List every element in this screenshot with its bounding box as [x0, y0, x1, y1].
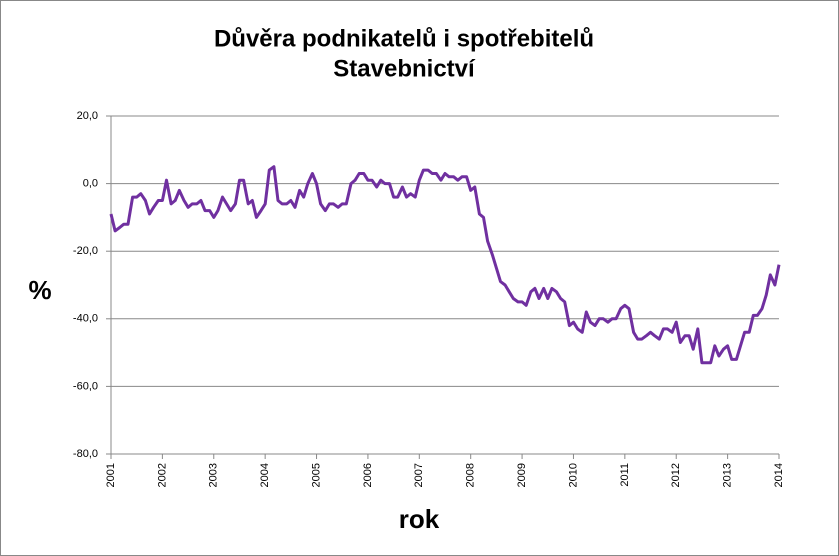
x-tick-label: 2007 [413, 463, 425, 487]
chart-subtitle: Stavebnictví [333, 55, 476, 82]
y-axis-label: % [28, 275, 51, 305]
x-tick-label: 2008 [465, 463, 477, 487]
x-axis-label: rok [399, 504, 440, 534]
x-tick-label: 2014 [773, 463, 785, 487]
x-tick-label: 2002 [156, 463, 168, 487]
x-tick-label: 2006 [362, 463, 374, 487]
y-tick-label: -40,0 [73, 313, 98, 325]
y-tick-label: -80,0 [73, 448, 98, 460]
data-line [109, 165, 781, 365]
y-tick-label: 20,0 [77, 110, 98, 122]
x-tick-label: 2012 [670, 463, 682, 487]
chart-title: Důvěra podnikatelů i spotřebitelů [214, 25, 594, 52]
x-tick-label: 2004 [259, 463, 271, 487]
x-tick-label: 2005 [310, 463, 322, 487]
y-tick-label: -20,0 [73, 245, 98, 257]
x-tick-label: 2010 [567, 463, 579, 487]
y-tick-label: -60,0 [73, 380, 98, 392]
x-tick-label: 2011 [619, 463, 631, 487]
x-tick-label: 2003 [208, 463, 220, 487]
y-tick-label: 0,0 [83, 178, 98, 190]
x-tick-label: 2001 [105, 463, 117, 487]
x-tick-label: 2013 [722, 463, 734, 487]
x-tick-label: 2009 [516, 463, 528, 487]
